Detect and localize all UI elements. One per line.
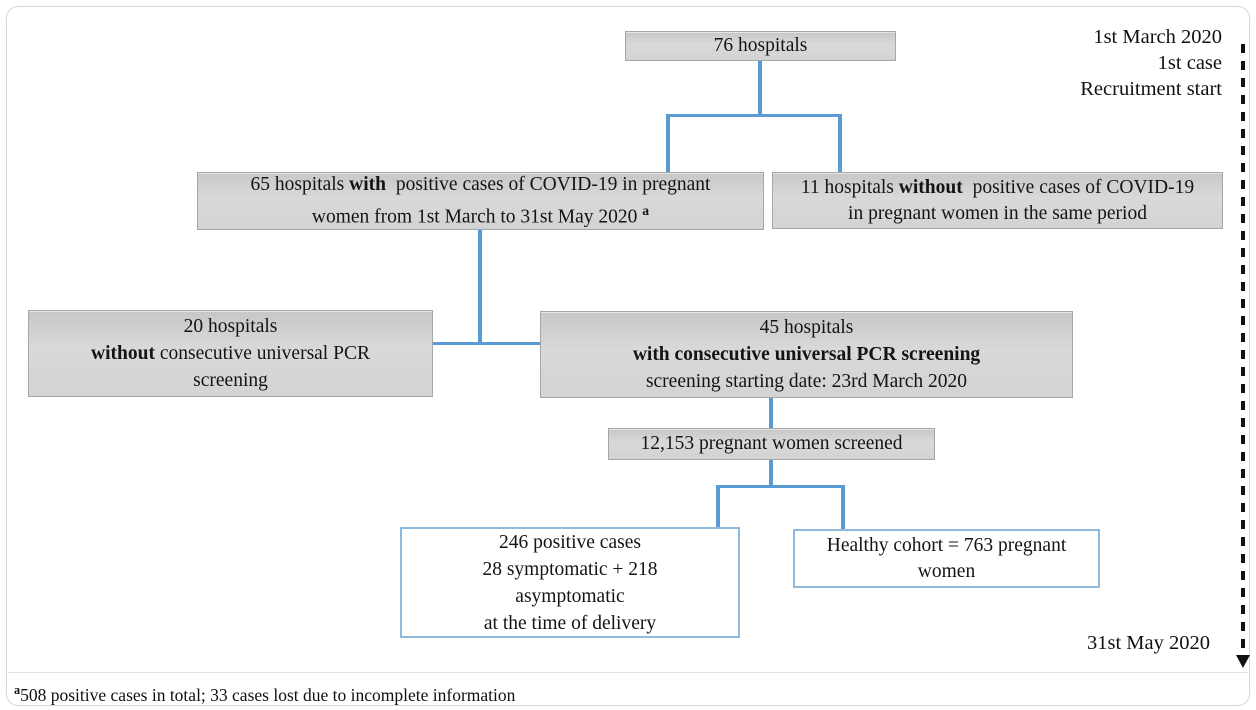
timeline-arrowhead-icon [1236, 655, 1250, 668]
without-cases-bold: without [898, 176, 963, 198]
connector-level2-horizontal [433, 342, 541, 345]
healthy-line1: Healthy cohort = 763 pregnant [826, 534, 1067, 556]
connector-total-down [758, 60, 762, 117]
node-no-pcr-screening: 20 hospitals without consecutive univers… [28, 310, 433, 397]
without-cases-text3: in pregnant women in the same period [848, 202, 1147, 224]
footnote-text: 508 positive cases in total; 33 cases lo… [20, 684, 516, 705]
timeline-end-label: 31st May 2020 [1087, 632, 1210, 654]
screening-bold: with consecutive universal PCR screening [632, 344, 981, 365]
with-cases-text1: 65 hospitals [250, 173, 350, 195]
screening-line3: screening starting date: 23rd March 2020 [645, 371, 968, 392]
timeline-start-line2: 1st case [1157, 52, 1222, 74]
connector-to-healthy [841, 485, 845, 531]
without-cases-line2: in pregnant women in the same period [848, 201, 1147, 227]
no-screening-bold: without [91, 343, 155, 364]
timeline-start-annotation: 1st March 2020 1st case Recruitment star… [1080, 24, 1222, 102]
women-screened-label: 12,153 pregnant women screened [640, 433, 903, 454]
without-cases-line1: 11 hospitals without positive cases of C… [801, 175, 1194, 201]
screening-line2: with consecutive universal PCR screening [633, 341, 980, 368]
timeline-end-annotation: 31st May 2020 [1087, 630, 1210, 656]
node-healthy-cohort: Healthy cohort = 763 pregnant women [793, 529, 1100, 588]
node-total-hospitals: 76 hospitals [625, 31, 896, 61]
node-women-screened: 12,153 pregnant women screened [608, 428, 935, 460]
connector-to-with-cases [666, 114, 670, 174]
positive-line2: 28 symptomatic + 218 [482, 558, 658, 580]
footnote: a508 positive cases in total; 33 cases l… [14, 679, 515, 706]
timeline-dashed-arrow [1241, 44, 1245, 656]
with-cases-text3: women from 1st March to 31st May 2020 [311, 206, 643, 228]
with-cases-bold: with [349, 173, 386, 195]
healthy-line2: women [917, 560, 976, 582]
connector-level1-horizontal [666, 114, 842, 117]
screening-line1: 45 hospitals [759, 317, 854, 338]
with-cases-footnote-marker: a [642, 202, 650, 218]
connector-to-positive [716, 485, 720, 528]
footnote-marker: a [14, 683, 21, 697]
without-cases-text1: 11 hospitals [800, 176, 899, 198]
node-pcr-screening: 45 hospitals with consecutive universal … [540, 311, 1073, 398]
no-screening-line1: 20 hospitals [183, 316, 278, 337]
positive-line1: 246 positive cases [499, 531, 641, 553]
node-positive-cases: 246 positive cases 28 symptomatic + 218 … [400, 527, 740, 638]
connector-screened-down [769, 460, 773, 487]
positive-line4: at the time of delivery [483, 612, 657, 634]
footnote-separator [8, 672, 1248, 673]
with-cases-line1: 65 hospitals with positive cases of COVI… [251, 172, 711, 198]
with-cases-line2: women from 1st March to 31st May 2020 a [312, 198, 649, 231]
node-hospitals-without-cases: 11 hospitals without positive cases of C… [772, 172, 1223, 229]
with-cases-text2: positive cases of COVID-19 in pregnant [390, 173, 711, 195]
connector-with-cases-down [478, 230, 482, 344]
node-hospitals-with-cases: 65 hospitals with positive cases of COVI… [197, 172, 764, 230]
without-cases-text2: positive cases of COVID-19 [967, 176, 1195, 198]
connector-screening-down [769, 398, 773, 429]
timeline-start-line1: 1st March 2020 [1093, 26, 1222, 48]
connector-level3-horizontal [716, 485, 845, 488]
connector-to-without-cases [838, 114, 842, 174]
no-screening-line3: screening [193, 370, 268, 391]
no-screening-line2: without consecutive universal PCR [91, 340, 370, 367]
positive-line3: asymptomatic [515, 585, 625, 607]
no-screening-text: consecutive universal PCR [154, 343, 370, 364]
node-total-hospitals-label: 76 hospitals [713, 35, 808, 56]
timeline-start-line3: Recruitment start [1080, 78, 1222, 100]
